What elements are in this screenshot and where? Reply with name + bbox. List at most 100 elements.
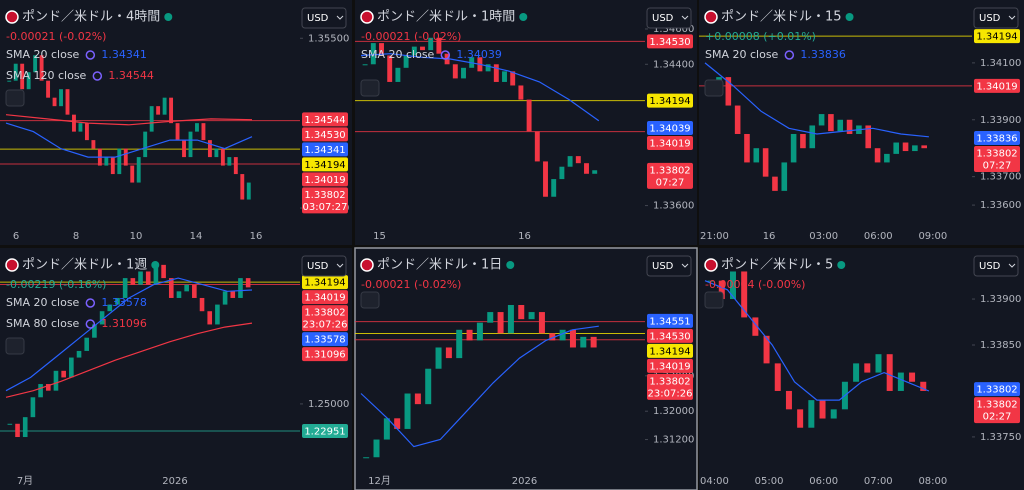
collapse-button[interactable] <box>704 291 724 309</box>
currency-label[interactable]: USD <box>652 13 674 24</box>
price-label-box <box>302 290 348 305</box>
candle <box>487 312 494 323</box>
currency-button[interactable] <box>973 7 1019 29</box>
candle <box>76 350 82 358</box>
y-tick-label: 1.33600 <box>980 200 1021 211</box>
plot-area <box>355 37 645 197</box>
y-tick-label: 1.33750 <box>980 432 1021 443</box>
candle <box>123 148 128 166</box>
currency-button[interactable] <box>301 7 347 29</box>
candle <box>143 131 148 158</box>
indicator-value: 1.33578 <box>101 296 147 309</box>
candle <box>130 278 136 285</box>
price-label-box <box>302 275 348 290</box>
currency-button[interactable] <box>973 255 1019 277</box>
chart-panel[interactable]: 1.330001.320001.312001.345511.345301.341… <box>354 247 698 490</box>
candle <box>485 64 491 72</box>
x-tick-label: 7月 <box>17 475 33 487</box>
candle <box>184 284 189 292</box>
x-tick-label: 06:00 <box>809 476 838 487</box>
candle <box>425 368 432 405</box>
candle <box>921 145 927 149</box>
candle <box>7 80 12 82</box>
candle <box>534 131 540 162</box>
indicator-name[interactable]: SMA 20 close <box>6 48 80 61</box>
candle <box>874 148 881 163</box>
y-tick-label: 1.25000 <box>308 399 349 410</box>
candle <box>729 271 736 300</box>
sma-line <box>360 325 599 448</box>
currency-label[interactable]: USD <box>979 261 1001 272</box>
candle <box>145 271 151 285</box>
candle <box>884 153 890 163</box>
collapse-button[interactable] <box>704 79 724 97</box>
currency-label[interactable]: USD <box>979 13 1001 24</box>
candle <box>461 67 466 79</box>
indicator-icon[interactable] <box>85 319 96 329</box>
indicator-icon[interactable] <box>92 71 103 81</box>
collapse-button[interactable] <box>5 337 25 355</box>
x-tick-label: 09:00 <box>918 231 947 242</box>
chart-panel[interactable]: 1.355001.335001.345441.345301.343411.341… <box>0 0 352 245</box>
candle <box>420 46 425 51</box>
indicator-name[interactable]: SMA 20 close <box>705 48 779 61</box>
indicator-name[interactable]: SMA 20 close <box>361 48 435 61</box>
x-tick-label: 16 <box>763 231 776 242</box>
indicator-name[interactable]: SMA 80 close <box>6 317 80 330</box>
currency-chevron <box>681 15 689 20</box>
indicator-name[interactable]: SMA 20 close <box>6 296 80 309</box>
collapse-button[interactable] <box>5 89 25 107</box>
price-label-box <box>302 127 348 142</box>
currency-button[interactable] <box>646 255 692 277</box>
candle <box>30 397 36 418</box>
price-label-box <box>647 136 693 151</box>
collapse-button[interactable] <box>360 291 380 309</box>
panel-background <box>0 0 352 245</box>
symbol-flag <box>5 10 19 24</box>
sma-line <box>5 277 253 392</box>
indicator-icon[interactable] <box>784 50 795 60</box>
currency-label[interactable]: USD <box>307 13 329 24</box>
y-tick-label: 1.34600 <box>653 24 694 35</box>
chart-panel[interactable]: 1.34600 1.34400 1.33600 1.34530 1.34194 1.340… <box>355 0 697 245</box>
currency-button[interactable] <box>301 255 347 277</box>
candle <box>781 162 788 191</box>
currency-button[interactable] <box>646 7 692 29</box>
currency-label[interactable]: USD <box>652 261 674 272</box>
price-label-box <box>647 162 693 189</box>
price-timer: 23:07:26 <box>303 320 348 331</box>
price-label: 1.34019 <box>649 139 690 150</box>
price-label: 1.34194 <box>304 160 345 171</box>
indicator-name[interactable]: SMA 120 close <box>6 69 87 82</box>
price-label: 1.33802 <box>304 190 345 201</box>
candle <box>559 329 566 341</box>
indicator-value: 1.31096 <box>101 317 147 330</box>
candle <box>182 140 186 158</box>
candle <box>245 278 251 288</box>
candle <box>20 63 25 90</box>
chart-panel[interactable]: 1.339001.338501.337501.338021.3380202:27… <box>699 248 1024 490</box>
candle <box>559 166 565 180</box>
candle <box>785 390 792 410</box>
currency-label[interactable]: USD <box>307 261 329 272</box>
candle <box>886 354 893 391</box>
indicator-icon[interactable] <box>440 50 451 60</box>
price-label: 1.34039 <box>649 124 690 135</box>
candle <box>808 400 815 428</box>
indicator-icon[interactable] <box>85 298 96 308</box>
indicator-icon[interactable] <box>85 50 96 60</box>
price-label-box <box>302 187 348 214</box>
chart-panel[interactable]: 1.34100 1.33900 1.33700 1.33600 1.34194 1.340… <box>699 0 1024 245</box>
candle <box>238 278 243 298</box>
price-label-box <box>647 313 693 328</box>
price-label: 1.34530 <box>649 331 690 342</box>
price-change: -0.00219 (-0.16%) <box>6 278 106 291</box>
currency-chevron <box>1008 15 1016 20</box>
collapse-button[interactable] <box>360 79 380 97</box>
candle <box>130 165 135 183</box>
y-tick-label: 1.33700 <box>980 172 1021 183</box>
candle <box>762 148 769 177</box>
candle <box>920 381 927 391</box>
candle <box>819 400 826 419</box>
